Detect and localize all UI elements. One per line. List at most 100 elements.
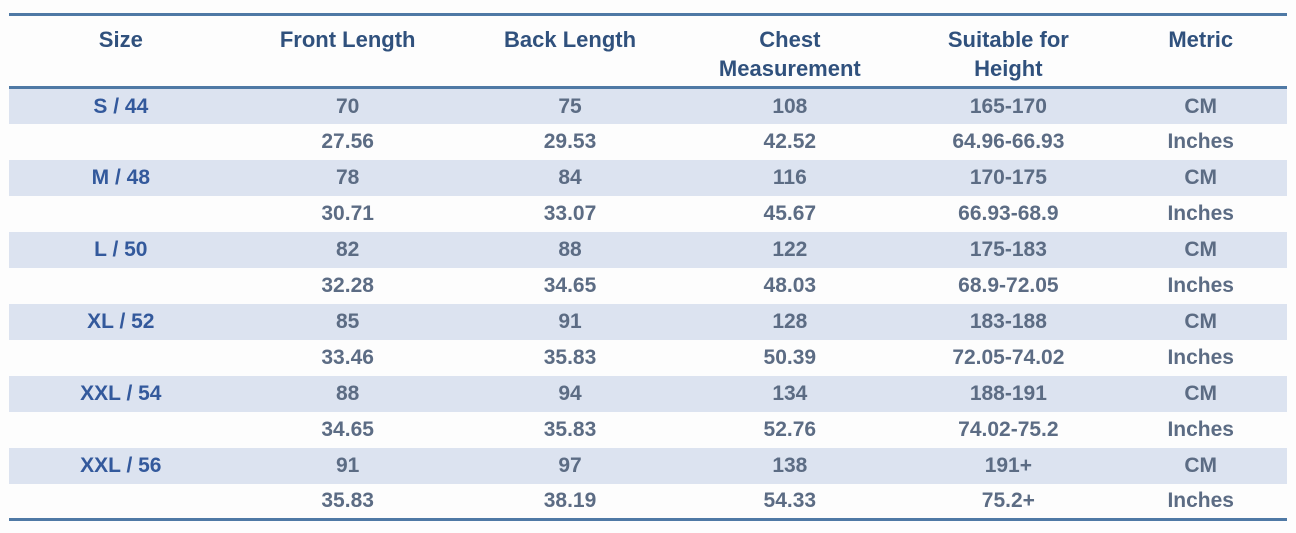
cell-back-length: 91 [462, 303, 678, 340]
column-header-metric-label: Metric [1168, 27, 1234, 52]
table-row: 27.56 29.53 42.52 64.96-66.93 Inches [9, 123, 1287, 160]
cell-metric: Inches [1114, 411, 1287, 448]
column-header-size: Size [9, 14, 233, 89]
cell-front-length: 85 [232, 303, 463, 340]
table-row: XXL / 56 91 97 138 191+ CM [9, 447, 1287, 484]
cell-back-length: 34.65 [462, 267, 678, 304]
column-header-front-length-label: Front Length [279, 27, 416, 52]
cell-suitable-height: 72.05-74.02 [902, 339, 1115, 376]
cell-suitable-height: 188-191 [902, 375, 1115, 412]
cell-size: XXL / 56 [9, 447, 233, 484]
column-header-back-length: Back Length [462, 14, 678, 89]
cell-size: M / 48 [9, 159, 233, 196]
cell-metric: CM [1114, 231, 1287, 268]
cell-front-length: 27.56 [232, 123, 463, 160]
header-row: Size Front Length Back Length Chest Meas… [9, 14, 1287, 89]
table-row: XL / 52 85 91 128 183-188 CM [9, 303, 1287, 340]
cell-front-length: 32.28 [232, 267, 463, 304]
column-header-metric: Metric [1114, 14, 1287, 89]
cell-chest-measurement: 134 [677, 375, 903, 412]
cell-metric: CM [1114, 447, 1287, 484]
column-header-chest-measurement-label: Chest Measurement [718, 27, 861, 81]
cell-suitable-height: 183-188 [902, 303, 1115, 340]
cell-suitable-height: 191+ [902, 447, 1115, 484]
cell-front-length: 88 [232, 375, 463, 412]
column-header-suitable-for-height: Suitable for Height [902, 14, 1115, 89]
cell-chest-measurement: 50.39 [677, 339, 903, 376]
cell-back-length: 75 [462, 87, 678, 124]
table-row: L / 50 82 88 122 175-183 CM [9, 231, 1287, 268]
cell-back-length: 35.83 [462, 339, 678, 376]
size-chart-header: Size Front Length Back Length Chest Meas… [9, 14, 1287, 89]
cell-size [9, 267, 233, 304]
cell-back-length: 35.83 [462, 411, 678, 448]
cell-back-length: 97 [462, 447, 678, 484]
cell-metric: CM [1114, 375, 1287, 412]
cell-back-length: 29.53 [462, 123, 678, 160]
table-row: 35.83 38.19 54.33 75.2+ Inches [9, 483, 1287, 520]
cell-front-length: 70 [232, 87, 463, 124]
cell-chest-measurement: 138 [677, 447, 903, 484]
cell-metric: CM [1114, 303, 1287, 340]
cell-chest-measurement: 42.52 [677, 123, 903, 160]
cell-front-length: 78 [232, 159, 463, 196]
cell-front-length: 33.46 [232, 339, 463, 376]
cell-back-length: 38.19 [462, 483, 678, 520]
cell-suitable-height: 66.93-68.9 [902, 195, 1115, 232]
cell-size [9, 195, 233, 232]
cell-suitable-height: 170-175 [902, 159, 1115, 196]
cell-chest-measurement: 108 [677, 87, 903, 124]
cell-size: XL / 52 [9, 303, 233, 340]
cell-size [9, 483, 233, 520]
cell-chest-measurement: 54.33 [677, 483, 903, 520]
cell-front-length: 91 [232, 447, 463, 484]
cell-metric: Inches [1114, 267, 1287, 304]
cell-front-length: 35.83 [232, 483, 463, 520]
cell-back-length: 84 [462, 159, 678, 196]
cell-size [9, 123, 233, 160]
cell-metric: CM [1114, 159, 1287, 196]
cell-metric: Inches [1114, 195, 1287, 232]
cell-back-length: 88 [462, 231, 678, 268]
cell-metric: Inches [1114, 123, 1287, 160]
size-table-body: S / 44 70 75 108 165-170 CM 27.56 29.53 … [9, 87, 1287, 520]
size-chart-table: Size Front Length Back Length Chest Meas… [9, 13, 1287, 521]
table-row: 33.46 35.83 50.39 72.05-74.02 Inches [9, 339, 1287, 376]
cell-front-length: 34.65 [232, 411, 463, 448]
cell-back-length: 94 [462, 375, 678, 412]
cell-suitable-height: 175-183 [902, 231, 1115, 268]
cell-metric: CM [1114, 87, 1287, 124]
cell-suitable-height: 68.9-72.05 [902, 267, 1115, 304]
cell-chest-measurement: 122 [677, 231, 903, 268]
cell-chest-measurement: 52.76 [677, 411, 903, 448]
cell-metric: Inches [1114, 339, 1287, 376]
column-header-front-length: Front Length [232, 14, 463, 89]
table-row: 32.28 34.65 48.03 68.9-72.05 Inches [9, 267, 1287, 304]
cell-suitable-height: 74.02-75.2 [902, 411, 1115, 448]
cell-suitable-height: 75.2+ [902, 483, 1115, 520]
cell-metric: Inches [1114, 483, 1287, 520]
table-row: M / 48 78 84 116 170-175 CM [9, 159, 1287, 196]
table-row: 34.65 35.83 52.76 74.02-75.2 Inches [9, 411, 1287, 448]
cell-chest-measurement: 45.67 [677, 195, 903, 232]
cell-size: S / 44 [9, 87, 233, 124]
column-header-chest-measurement: Chest Measurement [677, 14, 903, 89]
table-row: 30.71 33.07 45.67 66.93-68.9 Inches [9, 195, 1287, 232]
cell-suitable-height: 64.96-66.93 [902, 123, 1115, 160]
table-row: XXL / 54 88 94 134 188-191 CM [9, 375, 1287, 412]
cell-size [9, 339, 233, 376]
cell-size [9, 411, 233, 448]
cell-front-length: 30.71 [232, 195, 463, 232]
cell-chest-measurement: 116 [677, 159, 903, 196]
cell-size: XXL / 54 [9, 375, 233, 412]
cell-front-length: 82 [232, 231, 463, 268]
cell-back-length: 33.07 [462, 195, 678, 232]
column-header-suitable-for-height-label: Suitable for Height [947, 27, 1069, 81]
cell-suitable-height: 165-170 [902, 87, 1115, 124]
column-header-back-length-label: Back Length [504, 27, 637, 52]
cell-chest-measurement: 128 [677, 303, 903, 340]
cell-size: L / 50 [9, 231, 233, 268]
column-header-size-label: Size [98, 27, 143, 52]
cell-chest-measurement: 48.03 [677, 267, 903, 304]
